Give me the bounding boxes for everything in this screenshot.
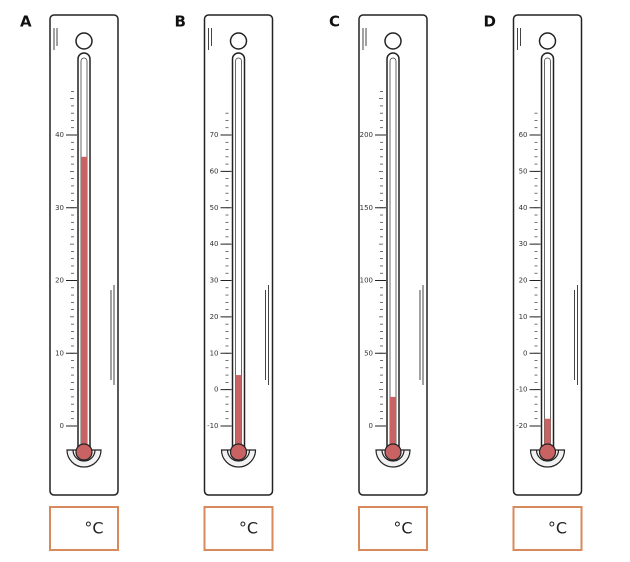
bulb — [75, 443, 93, 461]
answer-box — [358, 506, 428, 551]
hang-hole — [384, 32, 402, 50]
tube-inner — [389, 57, 397, 449]
tick-label: 40 — [55, 131, 64, 139]
mercury — [81, 156, 87, 450]
tick-label: 0 — [369, 422, 373, 430]
tick-label: 70 — [210, 131, 219, 139]
thermometer: A 0 10 20 30 40 °C — [20, 13, 119, 551]
hang-hole — [229, 32, 248, 50]
tick-label: 0 — [214, 386, 218, 394]
tick-label: 30 — [55, 204, 64, 212]
answer-box — [512, 506, 583, 551]
tick-label: 30 — [519, 240, 528, 248]
tick-label: 20 — [55, 277, 64, 285]
tube-inner — [544, 57, 551, 449]
unit-label: °C — [239, 519, 258, 538]
mercury — [544, 418, 551, 450]
tick-label: 200 — [360, 131, 373, 139]
thermometer: D -20 -10 0 10 20 30 40 50 60 °C — [484, 13, 583, 551]
thermometer: B -10 0 10 20 30 40 50 60 70 °C — [175, 13, 274, 551]
mercury — [390, 396, 396, 450]
thermometer-label: B — [175, 13, 186, 31]
bulb — [229, 443, 248, 461]
bulb — [538, 443, 557, 461]
tick-label: 40 — [519, 204, 528, 212]
tick-label: 40 — [210, 240, 219, 248]
thermometer-label: C — [329, 13, 340, 31]
unit-label: °C — [393, 519, 412, 538]
thermometer-label: A — [20, 13, 32, 31]
tick-label: 60 — [210, 167, 219, 175]
tick-label: 150 — [360, 204, 373, 212]
tick-label: 0 — [523, 349, 527, 357]
unit-label: °C — [84, 519, 103, 538]
tick-label: 30 — [210, 277, 219, 285]
hang-hole — [75, 32, 93, 50]
bulb — [384, 443, 402, 461]
tick-label: 10 — [55, 349, 64, 357]
thermometer: C 0 50 100 150 200 °C — [329, 13, 428, 551]
hang-hole — [538, 32, 557, 50]
tick-label: 20 — [210, 313, 219, 321]
answer-box — [203, 506, 274, 551]
tick-label: 0 — [60, 422, 64, 430]
tick-label: 20 — [519, 277, 528, 285]
unit-label: °C — [548, 519, 567, 538]
tick-label: 50 — [519, 167, 528, 175]
tick-label: 50 — [210, 204, 219, 212]
mercury — [235, 375, 242, 450]
tick-label: -10 — [207, 422, 218, 430]
tick-label: 100 — [360, 277, 373, 285]
tick-label: 50 — [364, 349, 373, 357]
tick-label: -10 — [516, 386, 527, 394]
tick-label: 60 — [519, 131, 528, 139]
tick-label: 10 — [519, 313, 528, 321]
tick-label: 10 — [210, 349, 219, 357]
thermometer-label: D — [484, 13, 496, 31]
answer-box — [49, 506, 119, 551]
tick-label: -20 — [516, 422, 527, 430]
